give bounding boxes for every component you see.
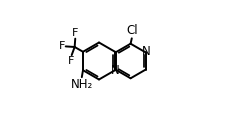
Text: F: F (58, 41, 65, 51)
Text: F: F (68, 56, 74, 66)
Text: NH₂: NH₂ (71, 78, 93, 91)
Text: Cl: Cl (127, 24, 138, 37)
Text: N: N (142, 45, 150, 58)
Text: F: F (72, 28, 79, 38)
Text: N: N (111, 64, 119, 77)
